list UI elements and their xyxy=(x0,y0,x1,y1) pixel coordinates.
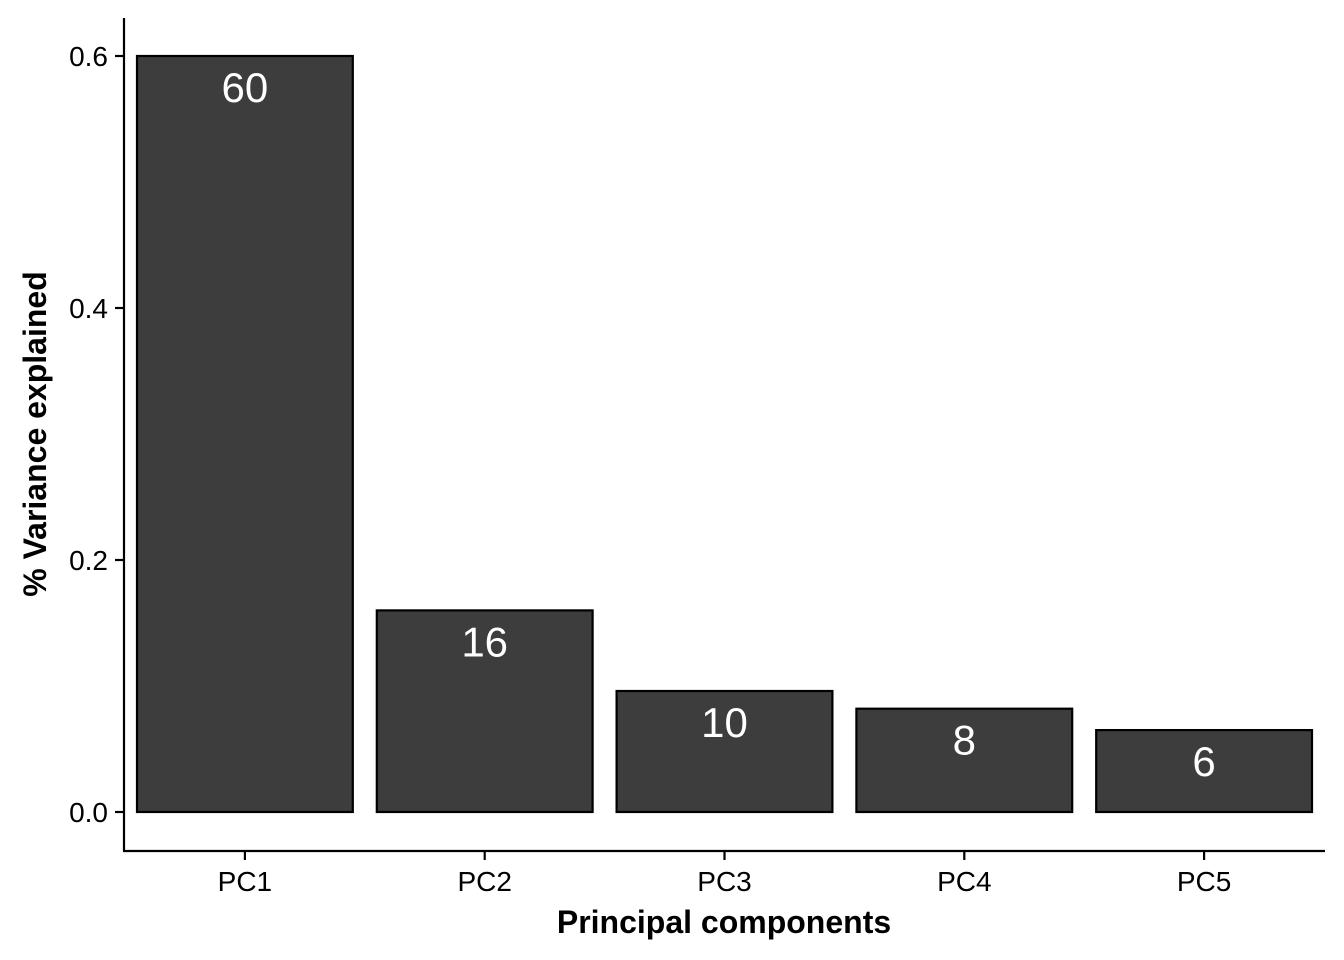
y-tick-label: 0.2 xyxy=(69,545,108,576)
x-ticks-group: PC1 PC2 PC3 PC4 PC5 xyxy=(218,851,1231,897)
x-tick-label: PC1 xyxy=(218,866,272,897)
bar-label-pc4: 8 xyxy=(953,717,976,764)
x-tick-label: PC3 xyxy=(697,866,751,897)
x-axis-title: Principal components xyxy=(557,904,891,940)
x-tick-label: PC4 xyxy=(937,866,991,897)
x-tick-label: PC2 xyxy=(457,866,511,897)
bar-label-pc1: 60 xyxy=(222,64,269,111)
bar-pc3 xyxy=(615,689,834,814)
bar-pc1 xyxy=(135,54,354,814)
bar-pc5 xyxy=(1095,728,1314,814)
x-tick-label: PC5 xyxy=(1177,866,1231,897)
bar-label-pc5: 6 xyxy=(1192,738,1215,785)
y-tick-label: 0.0 xyxy=(69,797,108,828)
y-tick-label: 0.6 xyxy=(69,41,108,72)
bar-label-pc3: 10 xyxy=(701,699,748,746)
bar-label-pc2: 16 xyxy=(461,618,508,665)
y-axis-title: % Variance explained xyxy=(17,271,53,597)
y-ticks-group: 0.0 0.2 0.4 0.6 xyxy=(69,41,124,828)
bar-labels-group: 60 16 10 8 6 xyxy=(222,64,1216,785)
y-tick-label: 0.4 xyxy=(69,293,108,324)
bars-group xyxy=(135,54,1314,814)
bar-pc2 xyxy=(375,609,594,814)
bar-pc4 xyxy=(855,707,1074,814)
